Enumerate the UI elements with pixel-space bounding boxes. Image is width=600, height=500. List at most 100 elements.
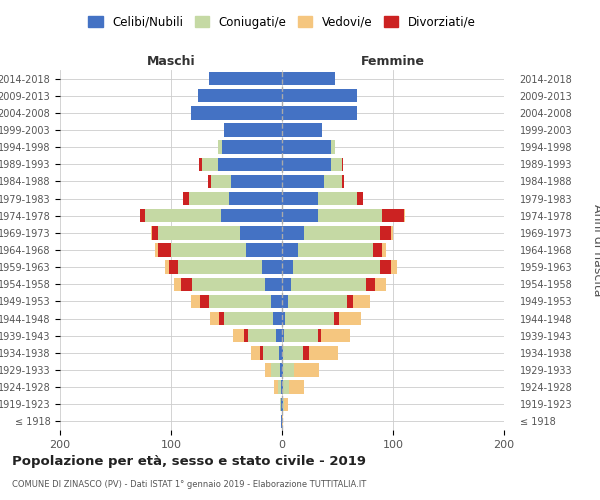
Bar bbox=[210, 312, 219, 326]
Bar bbox=[224, 124, 282, 136]
Bar bbox=[380, 260, 391, 274]
Bar bbox=[247, 244, 282, 256]
Bar bbox=[197, 89, 282, 102]
Bar bbox=[183, 192, 189, 205]
Bar bbox=[284, 329, 317, 342]
Bar bbox=[260, 346, 263, 360]
Bar bbox=[282, 192, 317, 205]
Bar bbox=[218, 140, 222, 154]
Bar bbox=[391, 260, 397, 274]
Bar bbox=[166, 260, 169, 274]
Text: Maschi: Maschi bbox=[146, 56, 196, 68]
Bar bbox=[382, 244, 386, 256]
Bar bbox=[282, 380, 283, 394]
Bar bbox=[282, 414, 283, 428]
Bar bbox=[282, 312, 286, 326]
Bar bbox=[175, 278, 181, 291]
Bar bbox=[280, 398, 281, 411]
Bar bbox=[282, 260, 293, 274]
Bar bbox=[282, 278, 291, 291]
Bar bbox=[265, 278, 282, 291]
Bar bbox=[278, 346, 282, 360]
Bar bbox=[287, 294, 347, 308]
Bar bbox=[282, 89, 358, 102]
Bar bbox=[358, 192, 363, 205]
Bar bbox=[233, 329, 244, 342]
Bar bbox=[229, 192, 282, 205]
Bar bbox=[282, 294, 287, 308]
Bar bbox=[281, 414, 282, 428]
Bar bbox=[248, 329, 277, 342]
Bar bbox=[342, 158, 343, 171]
Bar bbox=[140, 209, 145, 222]
Bar bbox=[283, 364, 294, 376]
Bar bbox=[298, 244, 373, 256]
Bar bbox=[282, 329, 284, 342]
Bar bbox=[347, 294, 353, 308]
Bar bbox=[178, 260, 262, 274]
Bar bbox=[200, 294, 209, 308]
Bar bbox=[283, 380, 289, 394]
Bar bbox=[282, 158, 331, 171]
Bar bbox=[262, 260, 282, 274]
Bar bbox=[191, 106, 282, 120]
Bar bbox=[240, 226, 282, 239]
Bar bbox=[282, 140, 331, 154]
Bar bbox=[169, 260, 178, 274]
Bar bbox=[280, 364, 282, 376]
Bar bbox=[294, 364, 319, 376]
Bar bbox=[308, 346, 337, 360]
Bar bbox=[283, 346, 303, 360]
Bar bbox=[222, 140, 282, 154]
Bar bbox=[244, 329, 248, 342]
Bar bbox=[338, 312, 361, 326]
Bar bbox=[208, 174, 211, 188]
Bar bbox=[211, 174, 231, 188]
Bar bbox=[367, 278, 375, 291]
Bar bbox=[221, 209, 282, 222]
Bar bbox=[291, 278, 367, 291]
Bar bbox=[317, 192, 358, 205]
Bar bbox=[342, 174, 344, 188]
Bar bbox=[277, 329, 282, 342]
Bar bbox=[304, 226, 380, 239]
Bar bbox=[273, 312, 282, 326]
Bar bbox=[192, 278, 265, 291]
Bar bbox=[391, 226, 393, 239]
Bar bbox=[293, 260, 380, 274]
Bar bbox=[382, 209, 404, 222]
Bar bbox=[158, 226, 240, 239]
Bar bbox=[282, 244, 298, 256]
Bar bbox=[353, 294, 370, 308]
Bar bbox=[324, 174, 342, 188]
Bar bbox=[218, 158, 282, 171]
Bar bbox=[282, 346, 283, 360]
Bar bbox=[284, 398, 287, 411]
Bar bbox=[219, 312, 224, 326]
Bar bbox=[404, 209, 405, 222]
Legend: Celibi/Nubili, Coniugati/e, Vedovi/e, Divorziati/e: Celibi/Nubili, Coniugati/e, Vedovi/e, Di… bbox=[83, 11, 481, 34]
Bar bbox=[286, 312, 334, 326]
Bar bbox=[281, 380, 282, 394]
Bar bbox=[303, 346, 308, 360]
Bar bbox=[158, 244, 171, 256]
Bar bbox=[375, 278, 386, 291]
Bar bbox=[155, 244, 158, 256]
Bar bbox=[331, 140, 335, 154]
Bar bbox=[317, 329, 321, 342]
Bar bbox=[251, 346, 260, 360]
Bar bbox=[181, 278, 192, 291]
Bar bbox=[289, 380, 304, 394]
Text: Popolazione per età, sesso e stato civile - 2019: Popolazione per età, sesso e stato civil… bbox=[12, 455, 366, 468]
Bar bbox=[151, 226, 152, 239]
Bar bbox=[282, 106, 358, 120]
Bar bbox=[282, 398, 283, 411]
Bar bbox=[231, 174, 282, 188]
Bar bbox=[373, 244, 382, 256]
Bar bbox=[317, 209, 382, 222]
Bar bbox=[331, 158, 342, 171]
Bar bbox=[282, 209, 317, 222]
Bar bbox=[189, 192, 229, 205]
Bar bbox=[283, 398, 284, 411]
Bar bbox=[334, 312, 338, 326]
